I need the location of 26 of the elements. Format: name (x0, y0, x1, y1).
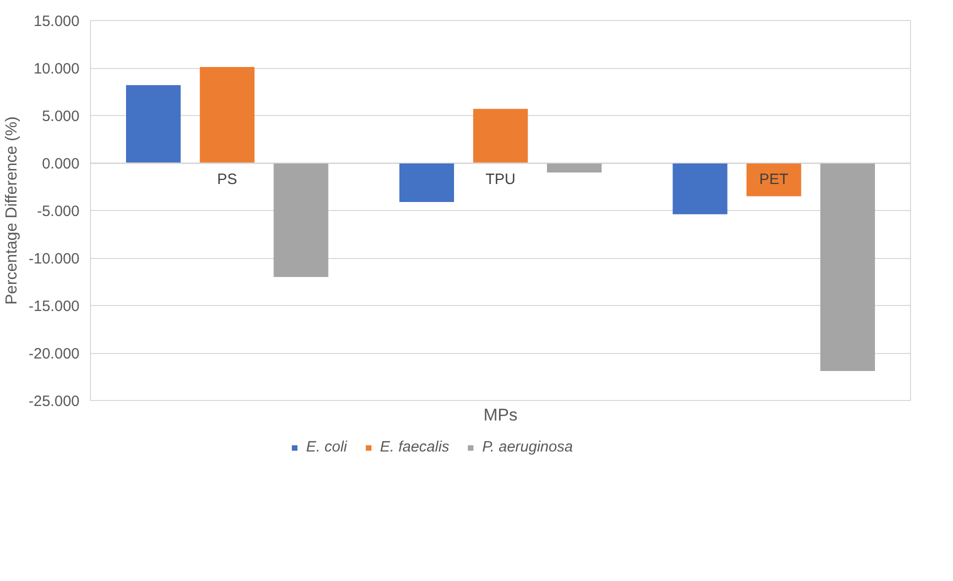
y-tick-label: -5.000 (36, 203, 80, 220)
y-tick-label: 10.000 (34, 60, 80, 78)
bar (546, 163, 602, 172)
legend-label: E. coli (306, 438, 347, 456)
x-tick-label: TPU (486, 171, 516, 188)
legend-label: E. faecalis (380, 438, 450, 456)
legend-label: P. aeruginosa (482, 438, 573, 456)
bar (473, 108, 528, 163)
y-tick-label: -25.000 (28, 393, 80, 410)
bar (274, 163, 328, 277)
y-tick-label: 5.000 (42, 108, 80, 125)
y-axis-title: Percentage Difference (%) (4, 116, 21, 305)
x-axis-title: MPs (484, 406, 518, 424)
y-tick-label: -20.000 (28, 346, 80, 362)
bar (672, 163, 728, 214)
y-tick-label: -15.000 (28, 298, 80, 315)
bar (126, 85, 181, 163)
x-tick-label: PET (759, 171, 788, 188)
y-tick-label: -10.000 (28, 250, 80, 268)
x-tick-label: PS (217, 171, 238, 188)
y-tick-label: 15.000 (34, 13, 80, 30)
y-tick-label: 0.000 (42, 156, 80, 172)
bar (200, 67, 254, 163)
bar (746, 163, 802, 196)
bar (820, 163, 875, 372)
bar (399, 163, 454, 202)
